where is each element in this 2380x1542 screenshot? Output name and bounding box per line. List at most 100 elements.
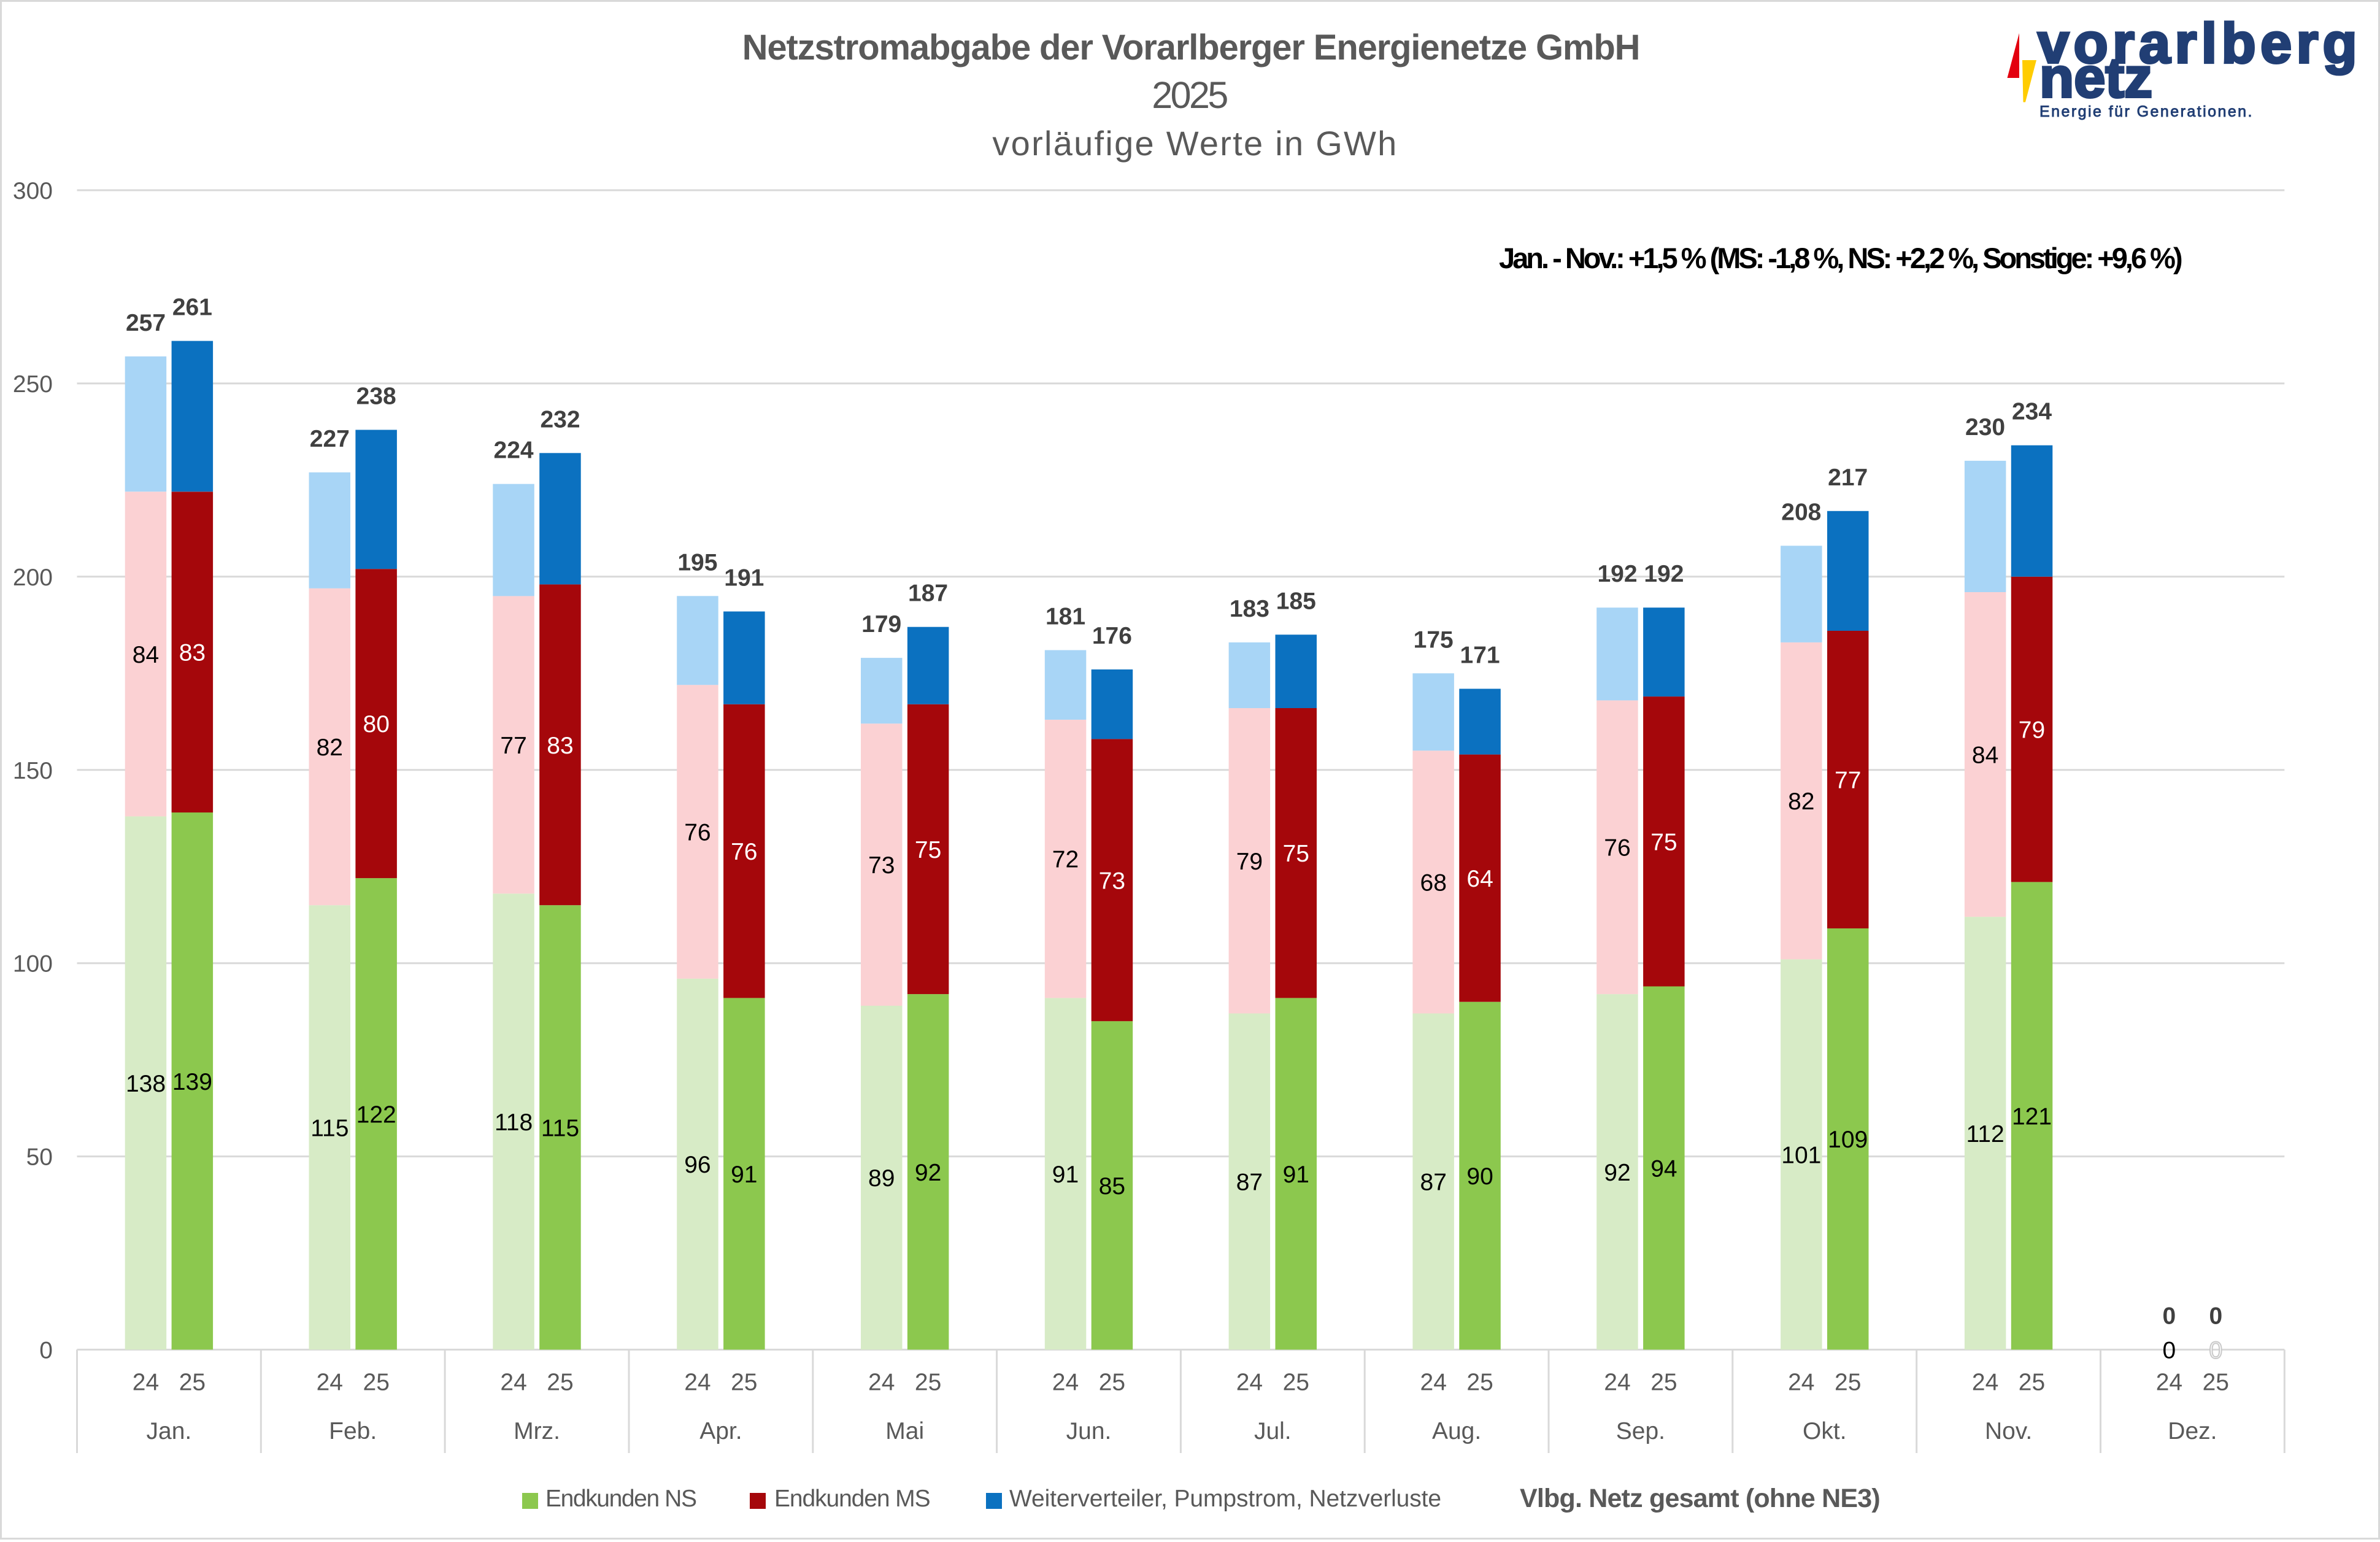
svg-text:24: 24 xyxy=(868,1370,895,1396)
svg-text:vorläufige Werte in GWh: vorläufige Werte in GWh xyxy=(992,124,1398,163)
svg-text:0: 0 xyxy=(39,1338,53,1364)
svg-text:Endkunden MS: Endkunden MS xyxy=(774,1486,930,1512)
svg-text:24: 24 xyxy=(1052,1370,1079,1396)
svg-text:118: 118 xyxy=(495,1109,533,1136)
svg-text:Aug.: Aug. xyxy=(1432,1418,1481,1444)
svg-text:Mai: Mai xyxy=(885,1418,924,1444)
svg-text:121: 121 xyxy=(2012,1104,2052,1130)
svg-text:24: 24 xyxy=(1236,1370,1263,1396)
svg-text:Jul.: Jul. xyxy=(1254,1418,1292,1444)
svg-text:83: 83 xyxy=(547,733,573,759)
svg-text:Netzstromabgabe der Vorarlberg: Netzstromabgabe der Vorarlberger Energie… xyxy=(742,28,1640,67)
svg-text:24: 24 xyxy=(317,1370,343,1396)
svg-text:224: 224 xyxy=(494,438,534,464)
svg-text:Feb.: Feb. xyxy=(329,1418,377,1444)
svg-text:75: 75 xyxy=(1650,829,1677,855)
svg-text:Apr.: Apr. xyxy=(699,1418,742,1444)
svg-text:84: 84 xyxy=(133,642,159,668)
svg-text:24: 24 xyxy=(500,1370,526,1396)
svg-text:25: 25 xyxy=(915,1370,941,1396)
svg-text:112: 112 xyxy=(1966,1121,2005,1147)
svg-text:138: 138 xyxy=(126,1071,166,1097)
svg-text:77: 77 xyxy=(500,733,526,759)
svg-text:25: 25 xyxy=(179,1370,206,1396)
svg-text:vorarlberg: vorarlberg xyxy=(2038,12,2362,75)
svg-text:24: 24 xyxy=(1788,1370,1814,1396)
svg-text:187: 187 xyxy=(908,580,948,607)
svg-text:250: 250 xyxy=(13,371,53,398)
svg-text:79: 79 xyxy=(2019,717,2045,744)
svg-text:79: 79 xyxy=(1236,849,1263,875)
svg-text:100: 100 xyxy=(13,951,53,977)
svg-text:25: 25 xyxy=(2019,1370,2045,1396)
svg-text:25: 25 xyxy=(2203,1370,2229,1396)
svg-text:200: 200 xyxy=(13,565,53,591)
svg-text:217: 217 xyxy=(1828,465,1868,491)
svg-text:192: 192 xyxy=(1597,561,1637,587)
svg-text:82: 82 xyxy=(1788,788,1814,815)
svg-text:24: 24 xyxy=(1420,1370,1447,1396)
svg-text:2025: 2025 xyxy=(1152,74,1227,116)
svg-text:300: 300 xyxy=(13,178,53,204)
svg-text:171: 171 xyxy=(1460,642,1500,669)
svg-text:24: 24 xyxy=(133,1370,159,1396)
svg-text:24: 24 xyxy=(684,1370,711,1396)
svg-text:115: 115 xyxy=(541,1115,579,1141)
svg-text:24: 24 xyxy=(2156,1370,2182,1396)
svg-text:75: 75 xyxy=(1283,841,1309,867)
svg-text:Jun.: Jun. xyxy=(1066,1418,1112,1444)
svg-text:96: 96 xyxy=(684,1152,711,1178)
svg-text:92: 92 xyxy=(915,1160,941,1186)
svg-text:76: 76 xyxy=(731,839,757,865)
svg-text:68: 68 xyxy=(1420,869,1447,896)
svg-text:25: 25 xyxy=(1099,1370,1125,1396)
svg-text:netz: netz xyxy=(2039,47,2152,109)
svg-text:25: 25 xyxy=(1466,1370,1493,1396)
svg-text:101: 101 xyxy=(1781,1142,1821,1168)
svg-text:25: 25 xyxy=(363,1370,390,1396)
svg-text:82: 82 xyxy=(317,734,343,761)
svg-text:80: 80 xyxy=(363,711,390,738)
svg-text:92: 92 xyxy=(1604,1160,1630,1186)
svg-text:208: 208 xyxy=(1781,499,1821,525)
svg-text:232: 232 xyxy=(540,406,580,433)
svg-text:Vlbg. Netz gesamt (ohne NE3): Vlbg. Netz gesamt (ohne NE3) xyxy=(1520,1484,1880,1513)
svg-text:75: 75 xyxy=(915,837,941,863)
svg-text:24: 24 xyxy=(1604,1370,1630,1396)
svg-text:Nov.: Nov. xyxy=(1985,1418,2032,1444)
svg-text:Jan. - Nov.: +1,5 % (MS: -1,8: Jan. - Nov.: +1,5 % (MS: -1,8 %, NS: +2,… xyxy=(1499,242,2182,274)
svg-text:87: 87 xyxy=(1236,1170,1263,1196)
svg-text:Sep.: Sep. xyxy=(1616,1418,1665,1444)
svg-text:122: 122 xyxy=(356,1101,396,1128)
svg-text:91: 91 xyxy=(731,1162,757,1188)
svg-text:175: 175 xyxy=(1414,626,1454,653)
svg-text:72: 72 xyxy=(1052,847,1079,873)
svg-text:89: 89 xyxy=(868,1165,895,1192)
svg-text:Dez.: Dez. xyxy=(2168,1418,2217,1444)
svg-text:94: 94 xyxy=(1650,1156,1677,1182)
svg-text:25: 25 xyxy=(1283,1370,1309,1396)
svg-text:76: 76 xyxy=(684,820,711,846)
svg-text:85: 85 xyxy=(1099,1173,1125,1200)
svg-text:183: 183 xyxy=(1230,596,1269,622)
svg-text:115: 115 xyxy=(310,1115,349,1141)
svg-text:Okt.: Okt. xyxy=(1803,1418,1847,1444)
svg-text:50: 50 xyxy=(26,1144,53,1171)
svg-text:24: 24 xyxy=(1972,1370,1998,1396)
svg-text:195: 195 xyxy=(677,549,717,576)
svg-text:0: 0 xyxy=(2209,1338,2222,1364)
svg-text:Jan.: Jan. xyxy=(147,1418,192,1444)
svg-text:76: 76 xyxy=(1604,835,1630,862)
svg-text:Mrz.: Mrz. xyxy=(514,1418,560,1444)
svg-text:139: 139 xyxy=(172,1069,212,1095)
svg-text:91: 91 xyxy=(1052,1162,1079,1188)
svg-text:73: 73 xyxy=(868,852,895,879)
svg-text:181: 181 xyxy=(1046,604,1085,630)
svg-text:0: 0 xyxy=(2163,1338,2176,1364)
svg-text:109: 109 xyxy=(1828,1127,1868,1153)
svg-text:179: 179 xyxy=(861,611,901,638)
svg-text:64: 64 xyxy=(1466,866,1493,892)
svg-text:25: 25 xyxy=(1835,1370,1861,1396)
svg-text:230: 230 xyxy=(1965,414,2005,441)
svg-text:191: 191 xyxy=(724,565,764,592)
